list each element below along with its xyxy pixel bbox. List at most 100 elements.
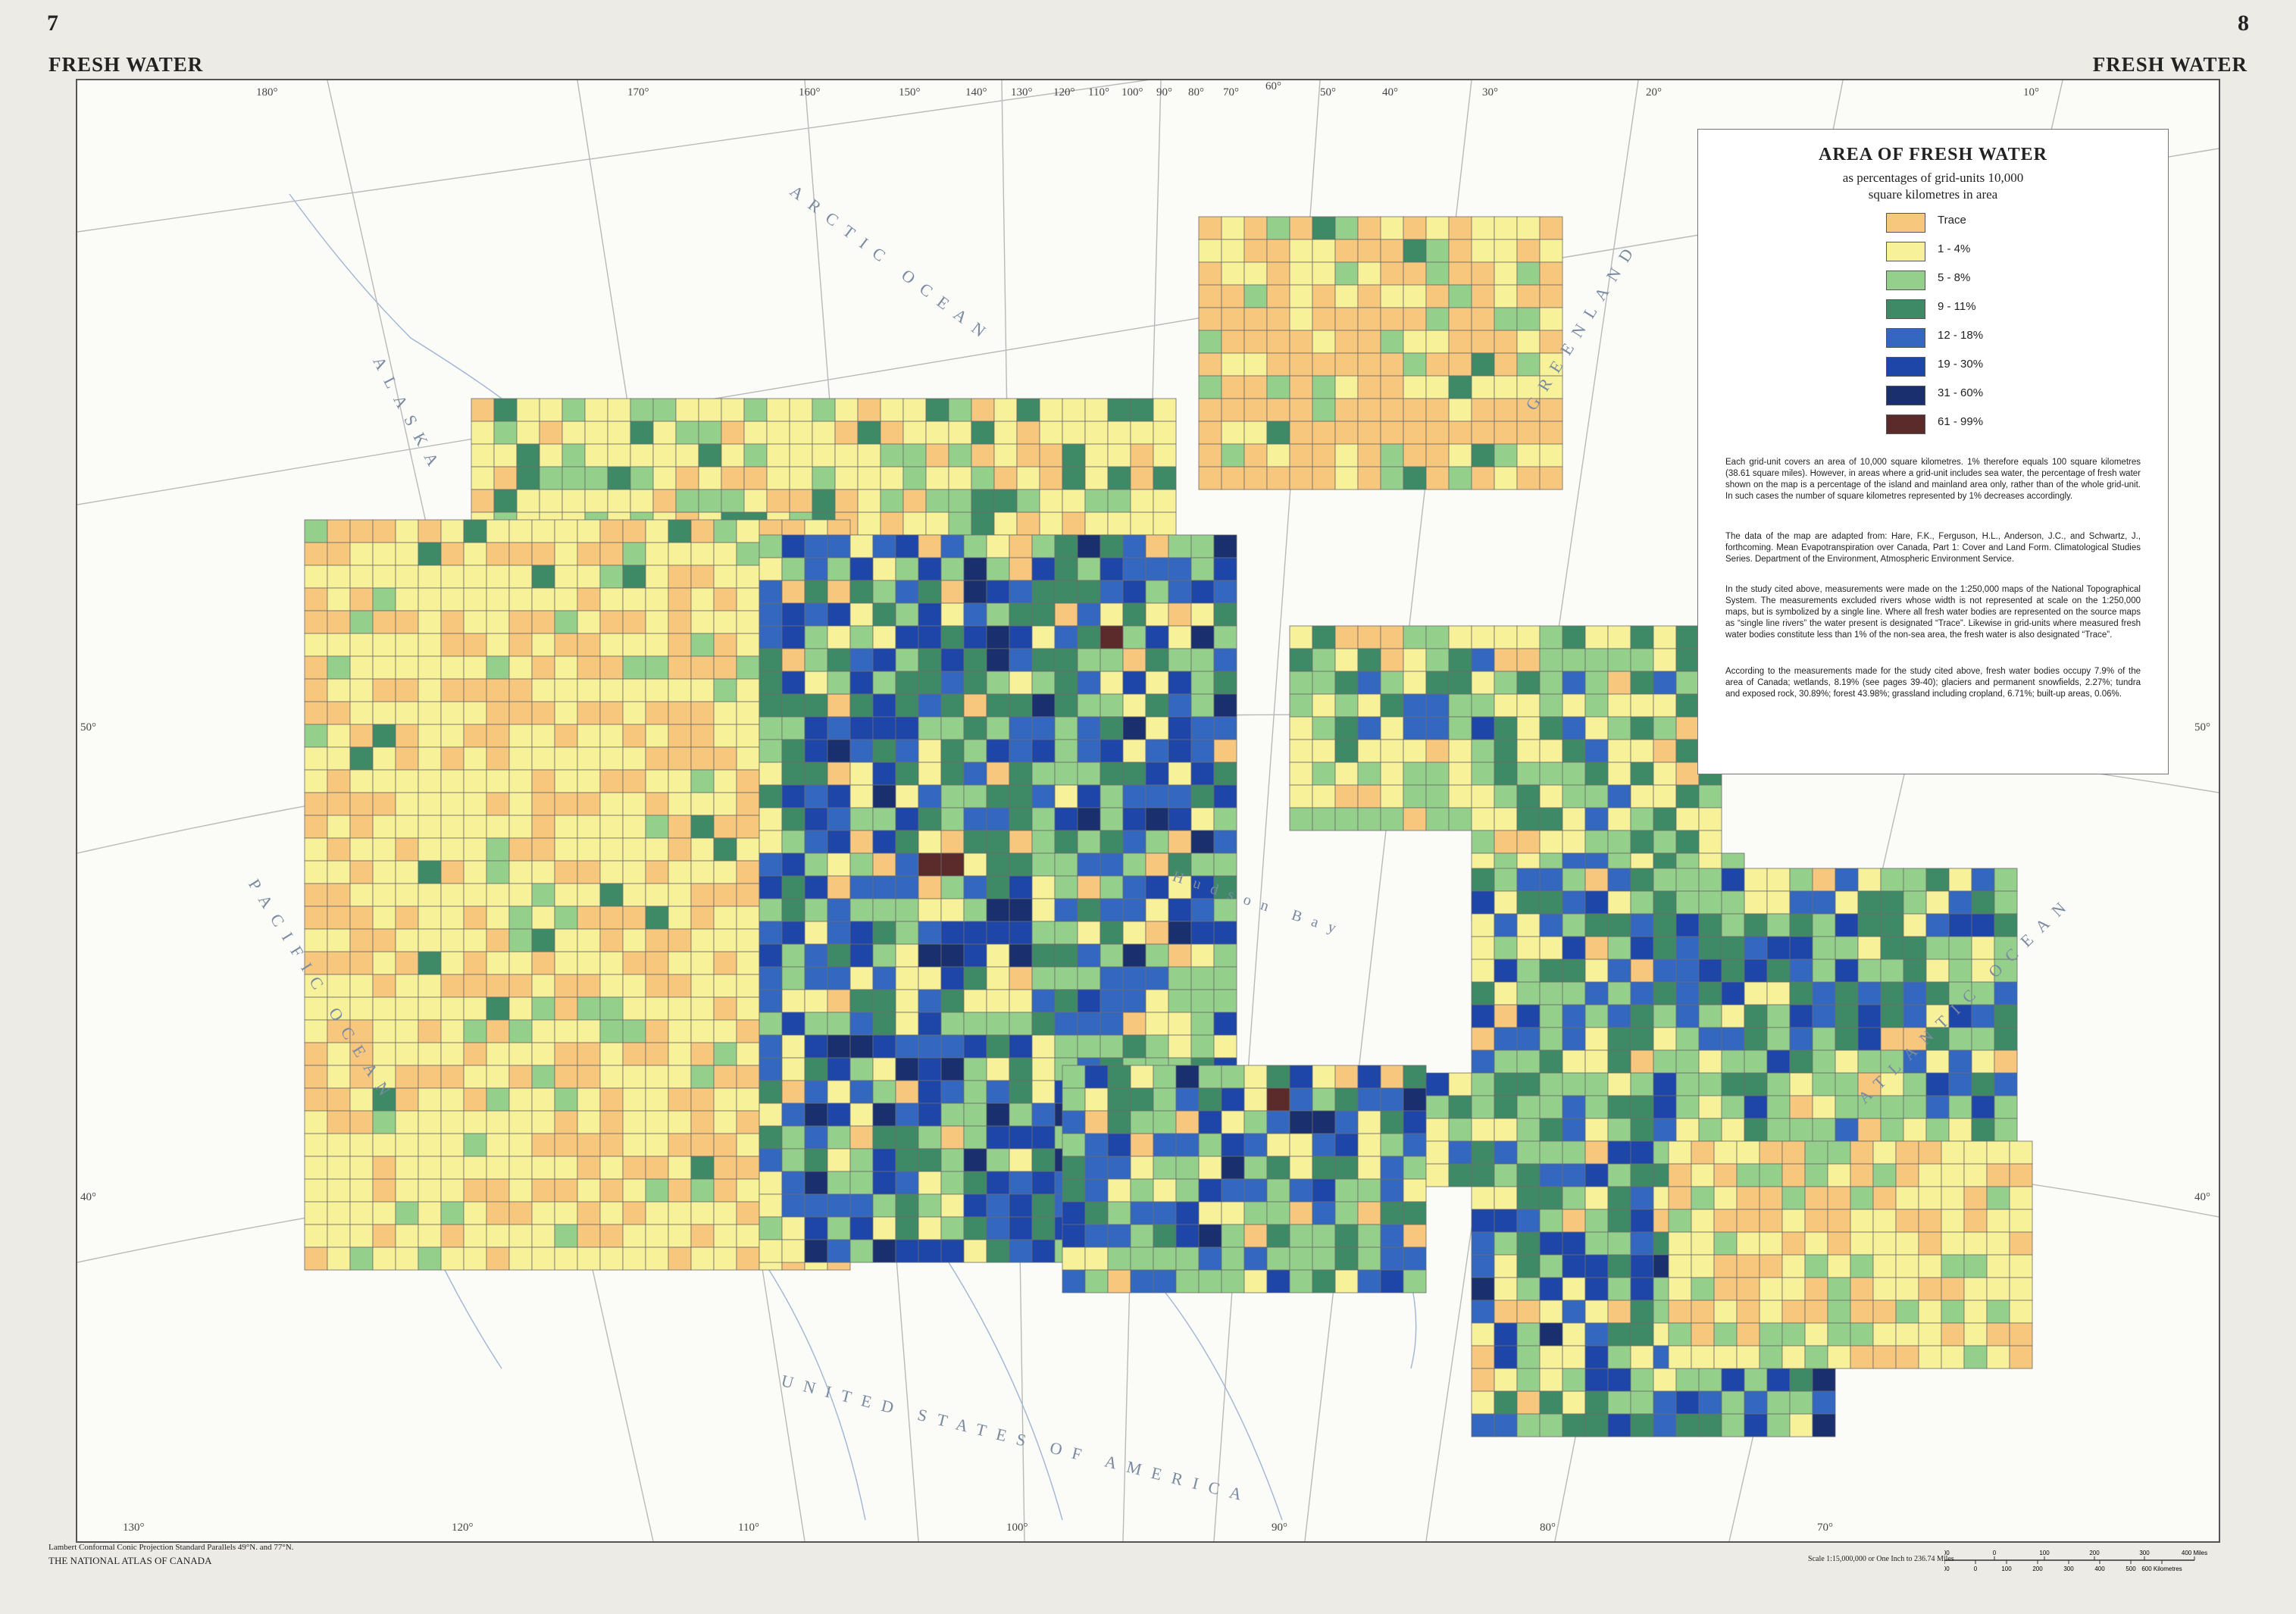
grid-unit-cell bbox=[736, 974, 760, 998]
grid-unit-cell bbox=[1221, 352, 1245, 377]
grid-unit-cell bbox=[1562, 981, 1586, 1006]
grid-unit-cell bbox=[418, 769, 442, 793]
lon-label-120-bottom: 120° bbox=[452, 1522, 474, 1534]
grid-unit-cell bbox=[304, 724, 328, 748]
grid-unit-cell bbox=[736, 678, 760, 702]
grid-unit-cell bbox=[516, 466, 540, 490]
grid-unit-cell bbox=[1031, 671, 1056, 695]
grid-unit-cell bbox=[1448, 216, 1472, 240]
grid-unit-cell bbox=[1380, 1110, 1404, 1134]
grid-unit-cell bbox=[1494, 1163, 1518, 1187]
grid-unit-cell bbox=[1494, 807, 1518, 831]
grid-unit-cell bbox=[1077, 602, 1101, 627]
grid-unit-cell bbox=[463, 542, 487, 566]
grid-unit-cell bbox=[418, 746, 442, 771]
grid-unit-cell bbox=[1789, 981, 1813, 1006]
grid-unit-cell bbox=[1607, 1345, 1631, 1369]
grid-unit-cell bbox=[1175, 1156, 1200, 1180]
lon-label-70: 70° bbox=[1223, 86, 1239, 99]
grid-unit-cell bbox=[1357, 421, 1381, 445]
grid-unit-cell bbox=[622, 1042, 646, 1066]
grid-unit-cell bbox=[1190, 966, 1215, 990]
grid-unit-cell bbox=[418, 837, 442, 862]
map-legend: AREA OF FRESH WATER as percentages of gr… bbox=[1697, 129, 2169, 774]
grid-unit-cell bbox=[1872, 1277, 1897, 1301]
grid-unit-cell bbox=[1168, 602, 1192, 627]
grid-unit-cell bbox=[1918, 1300, 1942, 1324]
grid-unit-cell bbox=[1153, 398, 1177, 422]
grid-unit-cell bbox=[1130, 511, 1154, 536]
lon-label-80: 80° bbox=[1188, 86, 1204, 99]
grid-unit-cell bbox=[971, 421, 995, 445]
grid-unit-cell bbox=[1630, 1322, 1654, 1347]
grid-unit-cell bbox=[1895, 1186, 1919, 1210]
grid-unit-cell bbox=[1827, 1277, 1851, 1301]
grid-unit-cell bbox=[1539, 868, 1563, 892]
grid-unit-cell bbox=[1471, 1300, 1495, 1324]
grid-unit-cell bbox=[736, 1087, 760, 1112]
grid-unit-cell bbox=[486, 1042, 510, 1066]
grid-unit-cell bbox=[1221, 1133, 1245, 1157]
grid-unit-cell bbox=[554, 724, 578, 748]
grid-unit-cell bbox=[940, 989, 965, 1013]
grid-unit-cell bbox=[1266, 1133, 1290, 1157]
grid-unit-cell bbox=[1584, 807, 1609, 831]
grid-unit-cell bbox=[622, 1224, 646, 1248]
grid-unit-cell bbox=[690, 1246, 715, 1271]
grid-unit-cell bbox=[1054, 943, 1078, 968]
grid-unit-cell bbox=[1789, 1027, 1813, 1051]
grid-unit-cell bbox=[327, 746, 351, 771]
grid-unit-cell bbox=[1448, 693, 1472, 718]
grid-unit-cell bbox=[1744, 1049, 1768, 1074]
grid-unit-cell bbox=[1698, 1004, 1722, 1028]
grid-unit-cell bbox=[781, 671, 805, 695]
grid-unit-cell bbox=[1312, 352, 1336, 377]
grid-unit-cell bbox=[736, 769, 760, 793]
grid-unit-cell bbox=[1334, 239, 1359, 263]
grid-unit-cell bbox=[1334, 784, 1359, 809]
grid-unit-cell bbox=[1895, 1209, 1919, 1233]
grid-unit-cell bbox=[1653, 936, 1677, 960]
grid-unit-cell bbox=[1471, 1140, 1495, 1165]
grid-unit-cell bbox=[1289, 466, 1313, 490]
grid-unit-cell bbox=[1357, 1224, 1381, 1248]
grid-unit-cell bbox=[895, 762, 919, 786]
grid-unit-cell bbox=[1494, 239, 1518, 263]
grid-unit-cell bbox=[1584, 762, 1609, 786]
grid-unit-cell bbox=[1941, 1163, 1965, 1187]
grid-unit-cell bbox=[1857, 936, 1882, 960]
grid-unit-cell bbox=[304, 996, 328, 1021]
grid-unit-cell bbox=[1789, 959, 1813, 983]
grid-unit-cell bbox=[1168, 1034, 1192, 1059]
grid-unit-cell bbox=[486, 769, 510, 793]
grid-unit-cell bbox=[675, 489, 699, 513]
grid-unit-cell bbox=[895, 1171, 919, 1195]
grid-unit-cell bbox=[1903, 890, 1927, 915]
grid-unit-cell bbox=[1403, 1269, 1427, 1293]
grid-unit-cell bbox=[1403, 1178, 1427, 1203]
grid-unit-cell bbox=[1448, 261, 1472, 286]
grid-unit-cell bbox=[1948, 936, 1972, 960]
grid-unit-cell bbox=[872, 852, 896, 877]
grid-unit-cell bbox=[827, 1171, 851, 1195]
grid-unit-cell bbox=[1190, 580, 1215, 604]
grid-unit-cell bbox=[645, 1156, 669, 1180]
grid-unit-cell bbox=[690, 542, 715, 566]
grid-unit-cell bbox=[1403, 1110, 1427, 1134]
grid-unit-cell bbox=[1903, 1118, 1927, 1142]
grid-unit-cell bbox=[918, 693, 942, 718]
grid-unit-cell bbox=[1925, 1072, 1950, 1096]
grid-unit-cell bbox=[652, 489, 677, 513]
grid-unit-cell bbox=[372, 519, 396, 543]
grid-unit-cell bbox=[918, 1125, 942, 1150]
grid-unit-cell bbox=[1312, 625, 1336, 649]
grid-unit-cell bbox=[1471, 716, 1495, 740]
grid-unit-cell bbox=[1190, 852, 1215, 877]
grid-unit-cell bbox=[1948, 981, 1972, 1006]
grid-unit-cell bbox=[645, 815, 669, 839]
grid-unit-cell bbox=[1759, 1186, 1783, 1210]
grid-unit-cell bbox=[986, 1148, 1010, 1172]
grid-unit-cell bbox=[1145, 602, 1169, 627]
grid-unit-cell bbox=[1198, 375, 1222, 399]
grid-unit-cell bbox=[1713, 1209, 1738, 1233]
